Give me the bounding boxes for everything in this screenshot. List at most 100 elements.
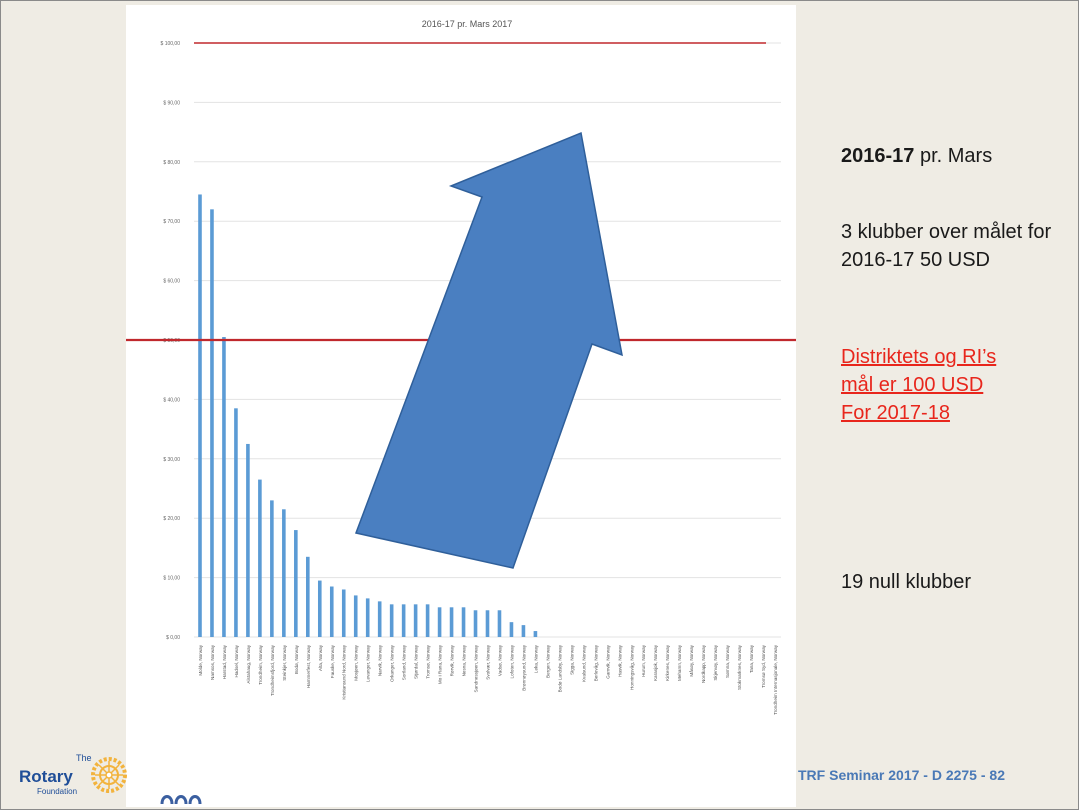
y-tick-label: $ 80,00 [163,160,180,166]
x-tick-label: Honningsvåg, Norway [628,644,634,690]
bar [449,607,454,637]
bar-chart: 2016-17 pr. Mars 2017 $ 0,00 $ 10,00 $ 20,… [126,19,796,715]
y-tick-label: $ 90,00 [163,100,180,106]
y-tick-label: $ 60,00 [163,279,180,285]
x-tick-label: Bodø Landsby, Norway [557,644,562,692]
x-tick-label: Sandnessjøen, Norway [474,644,479,692]
y-tick-label: $ 20,00 [163,516,180,522]
bar [258,479,262,637]
y-tick-label: $ 70,00 [163,219,180,225]
side-heading-year: 2016-17 [841,145,915,167]
x-tick-label: Alstahaug, Norway [246,644,251,683]
x-tick-label: Berlevåg, Norway [592,644,598,681]
x-tick-label: Måsøy, Norway [688,644,694,676]
bar [198,194,202,637]
x-tick-label: Steinkjer, Norway [282,644,287,680]
bar [341,589,346,637]
x-tick-label: Molde, Norway [198,644,203,675]
bar [317,580,322,637]
logo-foundation: Foundation [37,787,78,796]
x-tick-label: Narvik, Norway [378,644,383,676]
y-tick-label: $ 100,00 [161,41,181,47]
x-tick-label: Trondheimsfjord, Norway [270,644,275,696]
logo-the: The [76,753,92,763]
x-tick-label: Tromsø, Norway [426,644,431,678]
x-tick-label: Mehamn, Norway [677,644,682,681]
x-tick-label: Kirkenes, Norway [665,644,670,681]
x-tick-label: Rørvik, Norway [450,644,455,676]
bar [437,607,442,637]
x-axis-labels: Molde, Norway Namsos, Norway Harstad, Norw… [198,644,778,715]
x-tick-label: Brønnøysund, Norway [521,644,526,690]
footer-text: TRF Seminar 2017 - D 2275 - 82 [798,767,1005,783]
x-tick-label: Vadsø, Norway [497,644,502,676]
side-goal-text: Distriktets og RI’s mål er 100 USD For 2… [841,343,1071,427]
bar [377,601,382,637]
bar [485,610,490,637]
x-tick-label: Kristiansund Nord, Norway [342,644,347,699]
x-tick-label: Tromsø Syd, Norway [761,644,766,688]
x-tick-label: Gamvik, Norway [605,644,610,678]
x-tick-label: Trondheim Internasjonale, Norway [773,644,778,715]
bar [270,500,274,637]
bar [294,530,298,637]
y-tick-label: $ 40,00 [163,397,180,403]
x-tick-label: Sømna, Norway [725,644,730,678]
up-arrow-icon [354,131,623,569]
bar [497,610,502,637]
side-null-clubs-text: 19 null klubber [841,571,972,593]
x-tick-label: Karasjok, Norway [653,644,658,681]
x-tick-label: Skjervøy, Norway [713,644,718,680]
bar [533,631,538,637]
y-tick-label: $ 10,00 [163,576,180,582]
side-goal-line-3: For 2017-18 [841,402,950,424]
x-tick-label: Stjørdal, Norway [414,644,419,679]
x-tick-label: Levanger, Norway [366,644,371,682]
x-tick-label: Bodø, Norway [294,644,299,674]
x-tick-label: Alta, Norway [318,644,323,671]
x-tick-label: Tana, Norway [749,644,754,673]
bar [306,556,310,637]
x-tick-label: Hammerfest, Norway [306,644,311,688]
x-tick-label: Leka, Norway [533,644,538,673]
rotary-foundation-logo: The Rotary Foundation [19,753,139,799]
x-tick-label: Fauske, Norway [330,644,335,678]
side-goal-line-1: Distriktets og RI’s [841,346,997,368]
side-heading-rest: pr. Mars [914,145,993,167]
chart-title: 2016-17 pr. Mars 2017 [422,19,513,29]
bar [329,586,334,637]
bar [509,622,514,637]
bar [365,598,370,637]
x-tick-label: Namsos, Norway [210,644,215,680]
bar [234,408,238,637]
bar [353,595,358,637]
bar [222,337,226,637]
x-tick-label: Nesna, Norway [462,644,467,676]
side-goal-line-2: mål er 100 USD [841,374,984,396]
x-tick-label: Mo i Rana, Norway [438,644,443,684]
side-heading: 2016-17 pr. Mars [841,142,992,170]
x-tick-label: Hadsel, Norway [234,644,239,677]
bar [425,604,430,637]
x-tick-label: Orkanger, Norway [390,644,395,682]
bar [282,509,286,637]
chart-panel: 2016-17 pr. Mars 2017 $ 0,00 $ 10,00 $ 20,… [126,5,796,807]
partial-logo-icon [160,795,202,805]
side-over-goal-text: 3 klubber over målet for 2016-17 50 USD [841,221,1052,271]
bar [461,607,466,637]
bar [473,610,478,637]
bars [198,194,538,637]
bar [413,604,418,637]
logo-rotary: Rotary [19,767,73,786]
x-tick-label: Svolvær, Norway [486,644,491,679]
bar [246,443,250,637]
x-tick-label: Bergen, Norway [545,644,550,678]
bar [210,209,214,637]
x-tick-label: Hasvik, Norway [617,644,622,677]
x-tick-label: Nordkapp, Norway [701,644,706,683]
x-tick-label: Harstad, Norway [222,644,227,679]
x-tick-label: Stokmarknes, Norway [737,644,742,690]
x-tick-label: Kvalsund, Norway [581,644,586,682]
bar [401,604,406,637]
